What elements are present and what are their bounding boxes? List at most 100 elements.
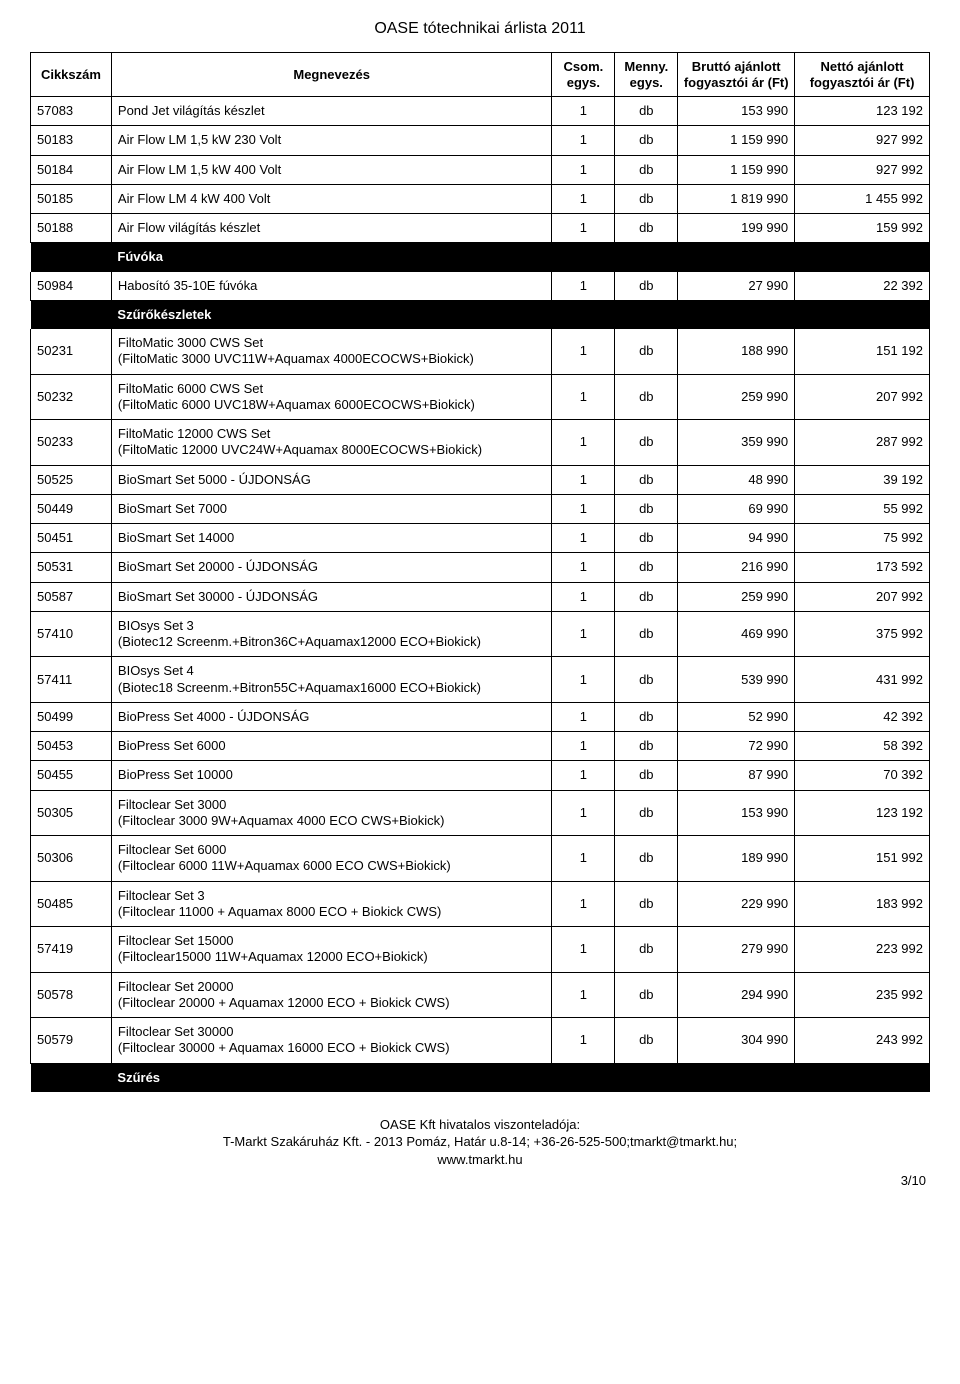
- cell-name: Filtoclear Set 6000(Filtoclear 6000 11W+…: [111, 836, 552, 882]
- cell-unit1: 1: [552, 272, 615, 301]
- table-row: 50579Filtoclear Set 30000(Filtoclear 300…: [31, 1018, 930, 1064]
- cell-p2: 1 455 992: [795, 184, 930, 213]
- cell-code: 50184: [31, 155, 112, 184]
- table-row: 50232FiltoMatic 6000 CWS Set(FiltoMatic …: [31, 374, 930, 420]
- cell-unit1: 1: [552, 214, 615, 243]
- cell-unit1: 1: [552, 611, 615, 657]
- cell-unit1: 1: [552, 732, 615, 761]
- table-row: 50499BioPress Set 4000 - ÚJDONSÁG1db52 9…: [31, 702, 930, 731]
- cell-p1: 153 990: [678, 97, 795, 126]
- cell-p1: 259 990: [678, 374, 795, 420]
- cell-unit2: db: [615, 972, 678, 1018]
- cell-name: Filtoclear Set 3000(Filtoclear 3000 9W+A…: [111, 790, 552, 836]
- table-row: 50305Filtoclear Set 3000(Filtoclear 3000…: [31, 790, 930, 836]
- cell-p2: 58 392: [795, 732, 930, 761]
- cell-p2: 151 192: [795, 329, 930, 374]
- cell-code: 50451: [31, 524, 112, 553]
- cell-name: FiltoMatic 6000 CWS Set(FiltoMatic 6000 …: [111, 374, 552, 420]
- cell-code: 50579: [31, 1018, 112, 1064]
- cell-unit1: 1: [552, 465, 615, 494]
- cell-p2: 431 992: [795, 657, 930, 703]
- cell-code: 50453: [31, 732, 112, 761]
- cell-unit1: 1: [552, 97, 615, 126]
- cell-unit2: db: [615, 329, 678, 374]
- cell-p1: 1 159 990: [678, 126, 795, 155]
- section-label: Szűrőkészletek: [111, 300, 929, 329]
- col-net: Nettó ajánlott fogyasztói ár (Ft): [795, 53, 930, 97]
- cell-code: 50984: [31, 272, 112, 301]
- page: OASE tótechnikai árlista 2011 Cikkszám M…: [0, 0, 960, 1208]
- cell-unit2: db: [615, 702, 678, 731]
- col-gross: Bruttó ajánlott fogyasztói ár (Ft): [678, 53, 795, 97]
- cell-name: Air Flow LM 1,5 kW 230 Volt: [111, 126, 552, 155]
- cell-unit2: db: [615, 155, 678, 184]
- cell-p1: 153 990: [678, 790, 795, 836]
- cell-unit2: db: [615, 465, 678, 494]
- cell-unit1: 1: [552, 494, 615, 523]
- col-unit2: Menny. egys.: [615, 53, 678, 97]
- table-row: 50455BioPress Set 100001db87 99070 392: [31, 761, 930, 790]
- cell-unit2: db: [615, 611, 678, 657]
- cell-p2: 173 592: [795, 553, 930, 582]
- table-row: 57419Filtoclear Set 15000(Filtoclear1500…: [31, 927, 930, 973]
- cell-code: 50455: [31, 761, 112, 790]
- cell-p1: 1 159 990: [678, 155, 795, 184]
- cell-name: FiltoMatic 12000 CWS Set(FiltoMatic 1200…: [111, 420, 552, 466]
- cell-unit1: 1: [552, 155, 615, 184]
- cell-p1: 48 990: [678, 465, 795, 494]
- cell-unit1: 1: [552, 702, 615, 731]
- cell-unit1: 1: [552, 553, 615, 582]
- cell-unit1: 1: [552, 657, 615, 703]
- price-table: Cikkszám Megnevezés Csom. egys. Menny. e…: [30, 52, 930, 1092]
- table-row: 50453BioPress Set 60001db72 99058 392: [31, 732, 930, 761]
- cell-code: 50485: [31, 881, 112, 927]
- section-row: Szűrés: [31, 1063, 930, 1092]
- cell-p1: 72 990: [678, 732, 795, 761]
- cell-unit2: db: [615, 126, 678, 155]
- table-body: 57083Pond Jet világítás készlet1db153 99…: [31, 97, 930, 1092]
- cell-name: Habosító 35-10E fúvóka: [111, 272, 552, 301]
- cell-unit1: 1: [552, 1018, 615, 1064]
- cell-code: 50531: [31, 553, 112, 582]
- cell-name: Air Flow LM 1,5 kW 400 Volt: [111, 155, 552, 184]
- cell-unit2: db: [615, 272, 678, 301]
- cell-name: BioSmart Set 14000: [111, 524, 552, 553]
- cell-code: 57419: [31, 927, 112, 973]
- cell-p1: 359 990: [678, 420, 795, 466]
- col-name: Megnevezés: [111, 53, 552, 97]
- cell-unit1: 1: [552, 927, 615, 973]
- cell-p2: 39 192: [795, 465, 930, 494]
- cell-name: BioPress Set 4000 - ÚJDONSÁG: [111, 702, 552, 731]
- cell-name: Filtoclear Set 20000(Filtoclear 20000 + …: [111, 972, 552, 1018]
- cell-p2: 70 392: [795, 761, 930, 790]
- table-row: 50233FiltoMatic 12000 CWS Set(FiltoMatic…: [31, 420, 930, 466]
- cell-code: 57410: [31, 611, 112, 657]
- footer-line3: www.tmarkt.hu: [30, 1151, 930, 1169]
- cell-name: Air Flow világítás készlet: [111, 214, 552, 243]
- cell-name: BioSmart Set 7000: [111, 494, 552, 523]
- cell-p1: 294 990: [678, 972, 795, 1018]
- section-row: Szűrőkészletek: [31, 300, 930, 329]
- cell-unit2: db: [615, 657, 678, 703]
- cell-name: Filtoclear Set 3(Filtoclear 11000 + Aqua…: [111, 881, 552, 927]
- cell-unit1: 1: [552, 374, 615, 420]
- cell-code: 50499: [31, 702, 112, 731]
- cell-unit2: db: [615, 790, 678, 836]
- cell-name: BioSmart Set 5000 - ÚJDONSÁG: [111, 465, 552, 494]
- cell-name: BIOsys Set 4(Biotec18 Screenm.+Bitron55C…: [111, 657, 552, 703]
- cell-unit1: 1: [552, 184, 615, 213]
- cell-p2: 223 992: [795, 927, 930, 973]
- cell-p2: 151 992: [795, 836, 930, 882]
- cell-name: BIOsys Set 3(Biotec12 Screenm.+Bitron36C…: [111, 611, 552, 657]
- cell-p2: 22 392: [795, 272, 930, 301]
- cell-p1: 279 990: [678, 927, 795, 973]
- cell-unit2: db: [615, 927, 678, 973]
- table-row: 50183Air Flow LM 1,5 kW 230 Volt1db1 159…: [31, 126, 930, 155]
- page-title: OASE tótechnikai árlista 2011: [30, 20, 930, 38]
- cell-code: 57083: [31, 97, 112, 126]
- cell-name: Filtoclear Set 15000(Filtoclear15000 11W…: [111, 927, 552, 973]
- cell-p1: 199 990: [678, 214, 795, 243]
- cell-code: 57411: [31, 657, 112, 703]
- table-row: 50578Filtoclear Set 20000(Filtoclear 200…: [31, 972, 930, 1018]
- table-head: Cikkszám Megnevezés Csom. egys. Menny. e…: [31, 53, 930, 97]
